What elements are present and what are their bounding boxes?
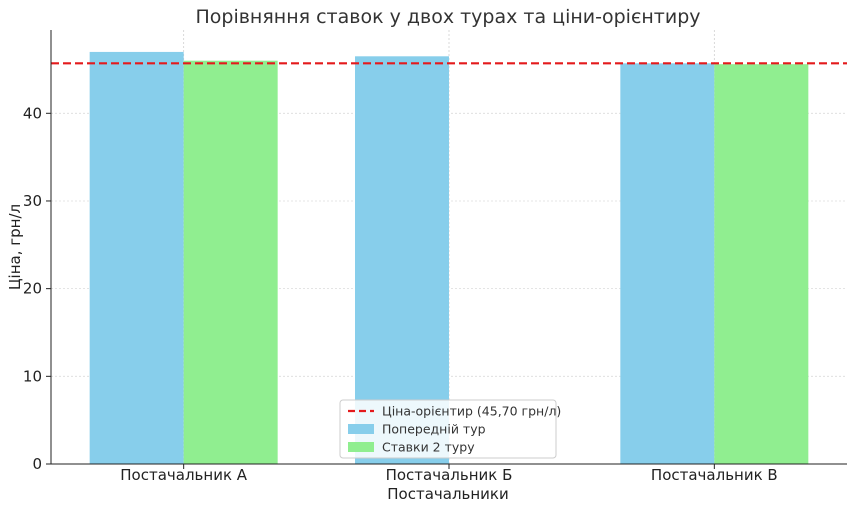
bar-previous-round-1 [355,56,449,464]
y-tick-label: 30 [23,192,42,210]
x-tick-label: Постачальник В [651,466,778,484]
x-tick-label: Постачальник Б [386,466,513,484]
bar-round-2-0 [183,60,278,465]
bar-previous-round-2 [620,63,715,465]
bar-previous-round-0 [89,51,184,465]
legend-box [339,399,557,459]
bar-round-2-2 [714,64,809,464]
legend-marker-2 [348,442,374,452]
chart-title: Порівняння ставок у двох турах та ціни-о… [195,6,700,28]
y-tick-label: 20 [23,280,42,298]
legend-label: Ціна-орієнтир (45,70 грн/л) [382,404,561,419]
y-axis-label: Ціна, грн/л [6,204,24,290]
legend: Ціна-орієнтир (45,70 грн/л) Попередній ту… [339,399,561,459]
x-axis-label: Постачальники [387,485,508,503]
axes: 0 10 20 30 40 Постачальник А Постачальник Б Пос… [23,30,847,484]
legend-marker-1 [348,424,374,434]
bars [89,51,809,465]
y-tick-label: 10 [23,367,42,385]
legend-label: Попередній тур [382,422,486,437]
x-tick-label: Постачальник А [120,466,247,484]
y-tick-label: 40 [23,104,42,122]
y-tick-label: 0 [32,455,42,473]
legend-label: Ставки 2 туру [382,440,475,455]
